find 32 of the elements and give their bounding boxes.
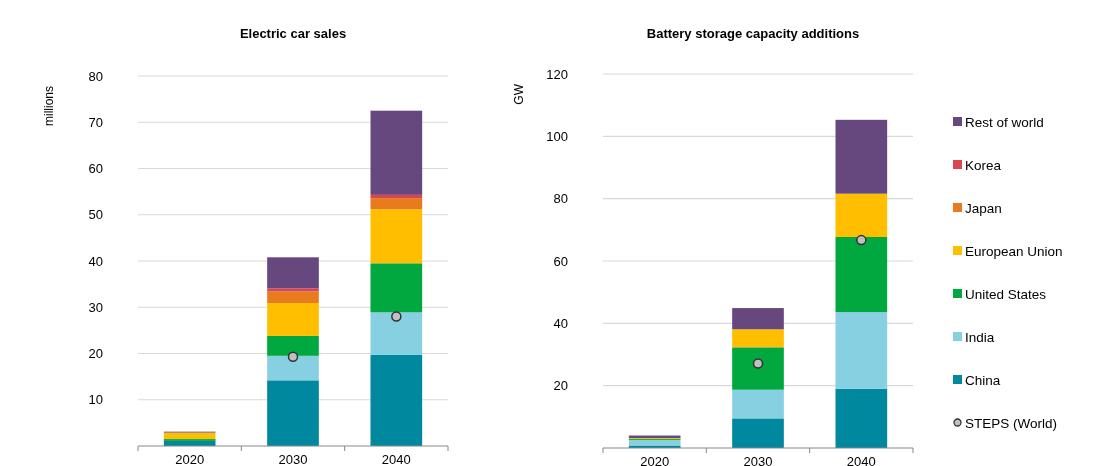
legend-label: STEPS (World)	[965, 415, 1058, 431]
legend-label: European Union	[965, 243, 1063, 259]
y-tick-label: 40	[88, 253, 103, 269]
y-tick-label: 30	[88, 299, 103, 315]
x-tick-label: 2020	[175, 452, 205, 466]
legend-label: Rest of world	[965, 114, 1044, 130]
y-axis-title: millions	[42, 86, 56, 127]
y-tick-label: 120	[546, 66, 568, 82]
y-tick-label: 70	[88, 114, 103, 130]
legend-label: Korea	[965, 157, 1002, 173]
y-tick-label: 40	[553, 315, 568, 331]
y-tick-label: 50	[88, 207, 103, 223]
x-tick-label: 2040	[846, 454, 876, 466]
y-tick-label: 10	[88, 392, 103, 408]
x-tick-label: 2030	[743, 454, 773, 466]
y-tick-label: 20	[88, 346, 103, 362]
y-tick-label: 20	[553, 378, 568, 394]
y-tick-label: 80	[553, 191, 568, 207]
x-tick-label: 2020	[640, 454, 670, 466]
y-tick-label: 60	[553, 253, 568, 269]
chart-title: Battery storage capacity additions	[646, 26, 860, 41]
legend-label: India	[965, 329, 995, 345]
x-tick-label: 2040	[381, 452, 411, 466]
y-tick-label: 60	[88, 161, 103, 177]
legend-label: Japan	[965, 200, 1002, 216]
y-tick-label: 80	[88, 68, 103, 84]
chart-title: Electric car sales	[239, 26, 347, 41]
y-axis-title: GW	[512, 83, 526, 105]
legend-label: China	[965, 372, 1001, 388]
legend-label: United States	[965, 286, 1047, 302]
x-tick-label: 2030	[278, 452, 308, 466]
y-tick-label: 100	[546, 128, 568, 144]
